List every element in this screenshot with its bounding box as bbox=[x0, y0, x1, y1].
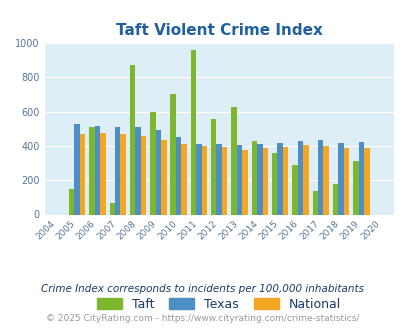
Bar bbox=[74, 123, 80, 214]
Bar bbox=[256, 144, 262, 214]
Bar bbox=[312, 191, 317, 214]
Bar bbox=[297, 141, 303, 214]
Bar bbox=[231, 107, 236, 214]
Bar bbox=[236, 145, 242, 214]
Bar bbox=[277, 143, 282, 214]
Bar bbox=[94, 126, 100, 214]
Bar bbox=[358, 143, 363, 214]
Bar bbox=[222, 147, 227, 214]
Bar bbox=[216, 144, 222, 214]
Bar bbox=[242, 150, 247, 214]
Bar bbox=[190, 50, 196, 214]
Bar bbox=[337, 143, 343, 214]
Bar bbox=[317, 140, 323, 214]
Bar bbox=[271, 153, 277, 215]
Bar bbox=[262, 148, 267, 214]
Bar bbox=[323, 146, 328, 214]
Bar bbox=[161, 140, 166, 214]
Bar bbox=[211, 119, 216, 214]
Bar bbox=[332, 184, 337, 215]
Bar bbox=[175, 137, 181, 214]
Bar bbox=[251, 141, 256, 214]
Bar bbox=[89, 127, 94, 214]
Legend: Taft, Texas, National: Taft, Texas, National bbox=[92, 293, 345, 316]
Bar bbox=[282, 147, 288, 214]
Bar bbox=[150, 112, 155, 214]
Bar bbox=[170, 94, 175, 214]
Bar bbox=[292, 165, 297, 214]
Text: Crime Index corresponds to incidents per 100,000 inhabitants: Crime Index corresponds to incidents per… bbox=[41, 284, 364, 294]
Bar bbox=[201, 146, 207, 214]
Bar bbox=[155, 130, 161, 214]
Bar bbox=[135, 127, 141, 214]
Bar bbox=[352, 161, 358, 214]
Text: © 2025 CityRating.com - https://www.cityrating.com/crime-statistics/: © 2025 CityRating.com - https://www.city… bbox=[46, 314, 359, 323]
Bar bbox=[363, 148, 369, 214]
Bar bbox=[343, 148, 348, 214]
Bar bbox=[196, 144, 201, 214]
Bar bbox=[130, 65, 135, 214]
Bar bbox=[115, 127, 120, 214]
Bar bbox=[303, 145, 308, 214]
Bar bbox=[69, 189, 74, 214]
Bar bbox=[100, 133, 105, 214]
Bar bbox=[109, 203, 115, 214]
Bar bbox=[141, 136, 146, 214]
Bar bbox=[80, 134, 85, 214]
Bar bbox=[120, 134, 126, 214]
Title: Taft Violent Crime Index: Taft Violent Crime Index bbox=[115, 22, 322, 38]
Bar bbox=[181, 144, 186, 214]
